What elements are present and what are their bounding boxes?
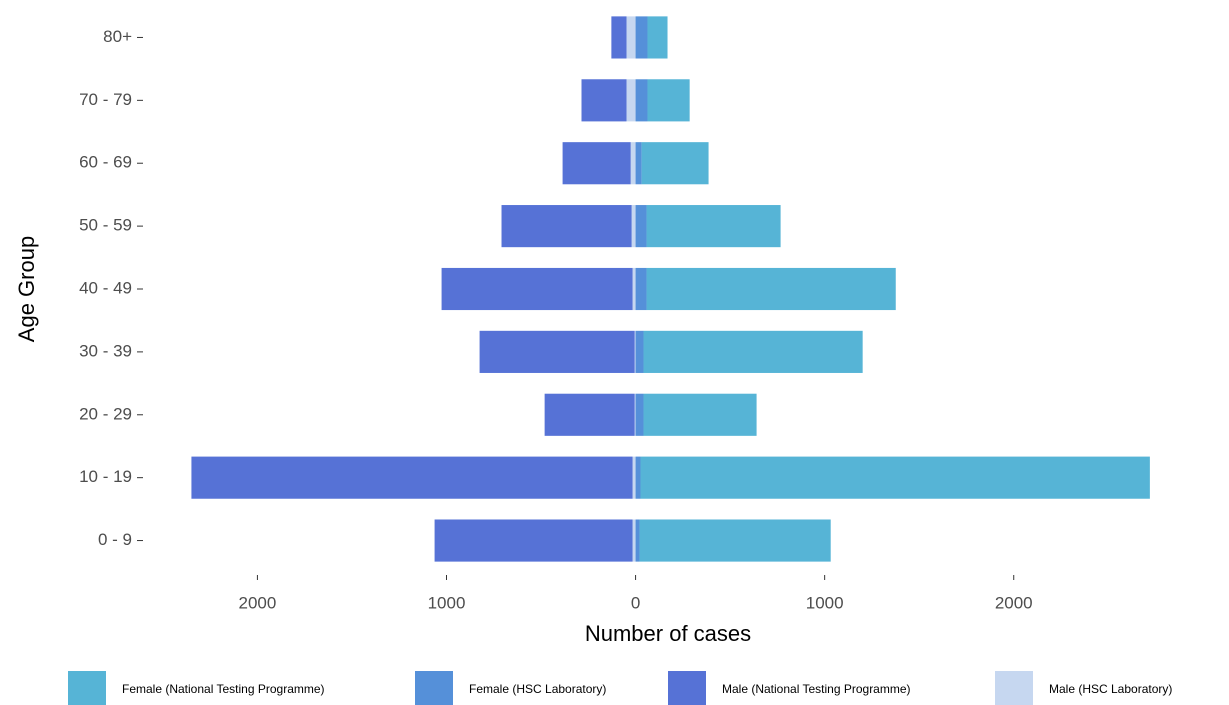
bar <box>646 205 781 248</box>
y-tick-label: 40 - 49 <box>79 278 132 297</box>
x-tick-label: 0 <box>631 593 640 612</box>
bar <box>640 456 1150 499</box>
legend-label: Female (HSC Laboratory) <box>469 682 606 696</box>
legend-label: Female (National Testing Programme) <box>122 682 325 696</box>
bar <box>635 267 647 311</box>
y-axis-title: Age Group <box>14 236 39 342</box>
y-tick-label: 60 - 69 <box>79 153 132 172</box>
x-tick-label: 1000 <box>428 593 466 612</box>
bar <box>639 519 831 562</box>
x-tick-label: 1000 <box>806 593 844 612</box>
bar <box>581 79 627 122</box>
bar <box>647 79 690 122</box>
bar <box>643 330 863 373</box>
bar <box>626 79 636 122</box>
x-tick-label: 2000 <box>238 593 276 612</box>
bar <box>632 267 636 311</box>
bar <box>562 142 631 185</box>
legend-swatch <box>68 671 106 705</box>
bar <box>631 205 636 248</box>
legend-label: Male (HSC Laboratory) <box>1049 682 1172 696</box>
legend-swatch <box>668 671 706 705</box>
bar <box>635 79 648 122</box>
bar <box>632 519 636 562</box>
bar <box>501 205 632 248</box>
bar <box>611 16 627 59</box>
bar <box>635 205 647 248</box>
bar <box>479 330 635 373</box>
bar <box>191 456 633 499</box>
bar <box>641 142 709 185</box>
bar <box>635 330 644 373</box>
legend-swatch <box>415 671 453 705</box>
y-tick-label: 70 - 79 <box>79 90 132 109</box>
bar <box>626 16 636 59</box>
bar <box>630 142 636 185</box>
bar <box>441 267 633 311</box>
bar <box>434 519 633 562</box>
y-tick-label: 20 - 29 <box>79 404 132 423</box>
legend-label: Male (National Testing Programme) <box>722 682 911 696</box>
bar <box>634 393 636 436</box>
x-axis-title: Number of cases <box>585 621 751 646</box>
bar <box>635 456 641 499</box>
y-tick-label: 80+ <box>103 27 132 46</box>
y-tick-label: 10 - 19 <box>79 467 132 486</box>
bar <box>647 16 668 59</box>
bar <box>635 519 640 562</box>
y-tick-label: 30 - 39 <box>79 341 132 360</box>
bar <box>635 393 644 436</box>
bar <box>635 142 642 185</box>
bar <box>646 267 896 311</box>
bar <box>643 393 757 436</box>
y-tick-label: 0 - 9 <box>98 530 132 549</box>
y-tick-label: 50 - 59 <box>79 216 132 235</box>
bar <box>632 456 636 499</box>
legend-swatch <box>995 671 1033 705</box>
bar <box>634 330 636 373</box>
bar <box>635 16 648 59</box>
bar <box>544 393 635 436</box>
x-tick-label: 2000 <box>995 593 1033 612</box>
